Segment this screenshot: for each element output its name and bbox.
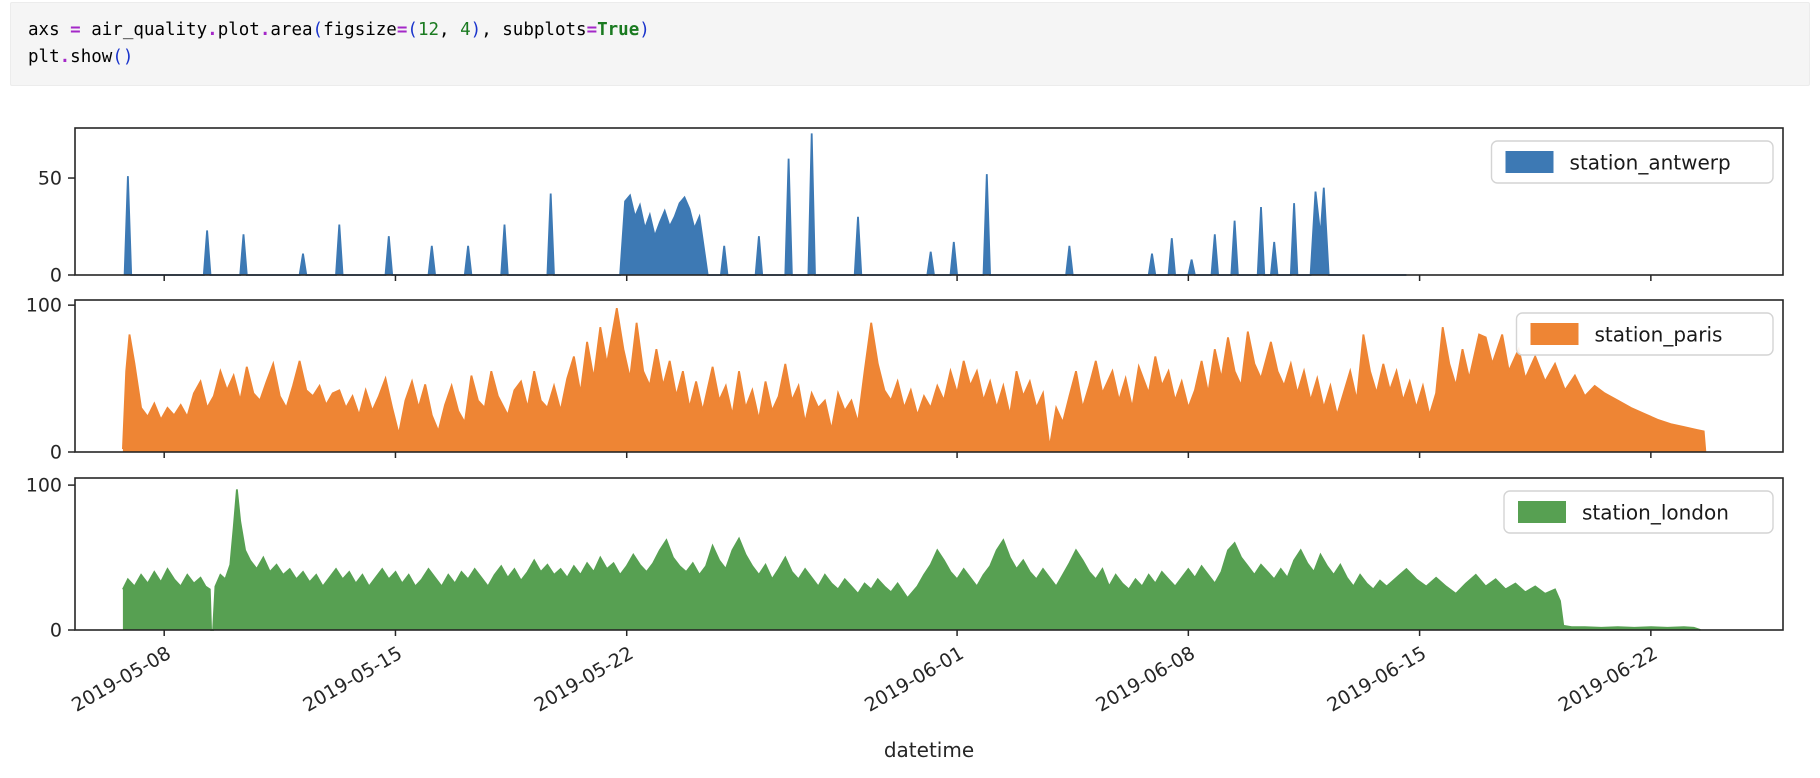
subplot-station_antwerp: 0 50 station_antwerp xyxy=(38,127,1784,287)
code-token: axs xyxy=(28,20,71,40)
legend-label: station_antwerp xyxy=(1570,151,1731,175)
legend-swatch xyxy=(1518,501,1566,523)
y-tick-label: 100 xyxy=(26,295,62,317)
code-token: = xyxy=(586,20,598,40)
code-token: show xyxy=(70,47,113,67)
code-token: ( xyxy=(407,20,418,40)
x-tick-label: 2019-06-01 xyxy=(861,642,968,716)
code-token: ) xyxy=(122,47,134,67)
code-token: air_quality xyxy=(80,20,208,40)
axes-spines xyxy=(74,299,1784,453)
code-token: 4 xyxy=(460,20,471,40)
code-token: plt xyxy=(28,47,60,67)
area-station_paris xyxy=(122,308,1706,452)
code-token: = xyxy=(70,20,81,40)
area-station_antwerp xyxy=(124,133,1407,275)
area-edge-station_london xyxy=(122,489,1701,631)
figure-output: 0 50 station_antwerp 0 100 station_paris 0 100 s… xyxy=(0,95,1820,774)
x-tick-label: 2019-06-22 xyxy=(1555,642,1662,716)
legend-box xyxy=(1515,312,1774,356)
code-token: , subplots xyxy=(481,20,587,40)
code-token: ) xyxy=(639,20,650,40)
code-token: area xyxy=(270,20,313,40)
x-tick-label: 2019-06-15 xyxy=(1323,642,1430,716)
legend-swatch xyxy=(1530,323,1579,345)
x-tick-label: 2019-05-22 xyxy=(531,642,638,716)
legend-label: station_paris xyxy=(1595,323,1723,347)
x-tick-label: 2019-05-15 xyxy=(299,642,406,716)
y-tick-label: 100 xyxy=(26,475,62,497)
legend-label: station_london xyxy=(1582,501,1729,525)
code-token: ( xyxy=(312,20,324,40)
area-subplots-chart: 0 50 station_antwerp 0 100 station_paris 0 100 s… xyxy=(26,127,1784,762)
code-token: . xyxy=(59,47,71,67)
code-token: plot xyxy=(217,20,260,40)
axes-spines xyxy=(74,477,1784,631)
code-token: = xyxy=(396,20,408,40)
legend-station_london: station_london xyxy=(1503,490,1774,534)
code-token: . xyxy=(207,20,218,40)
y-tick-label: 0 xyxy=(50,265,62,287)
x-tick-label: 2019-05-08 xyxy=(68,642,175,716)
y-tick-label: 0 xyxy=(50,620,62,642)
code-token: 12 xyxy=(417,20,440,40)
y-tick-label: 50 xyxy=(38,168,62,190)
legend-box xyxy=(1490,140,1774,184)
legend-swatch xyxy=(1505,151,1554,173)
code-token: ( xyxy=(112,47,123,67)
y-tick-label: 0 xyxy=(50,442,62,464)
axes-spines xyxy=(74,127,1784,276)
code-token: . xyxy=(259,20,271,40)
area-edge-station_paris xyxy=(122,307,1707,453)
code-token: figsize xyxy=(323,20,397,40)
legend-box xyxy=(1503,490,1774,534)
legend-station_paris: station_paris xyxy=(1515,312,1774,356)
subplot-station_paris: 0 100 station_paris xyxy=(26,295,1784,464)
code-text: axs = air_quality.plot.area(figsize=(12,… xyxy=(28,17,1809,71)
code-token: , xyxy=(439,20,461,40)
subplot-station_london: 0 100 station_london xyxy=(26,475,1784,642)
legend-station_antwerp: station_antwerp xyxy=(1490,140,1774,184)
x-tick-label: 2019-06-08 xyxy=(1092,642,1199,716)
code-cell[interactable]: axs = air_quality.plot.area(figsize=(12,… xyxy=(10,2,1810,86)
area-station_london xyxy=(122,489,1701,630)
code-token: ) xyxy=(470,20,482,40)
x-axis-label: datetime xyxy=(884,738,974,762)
code-token: True xyxy=(597,20,640,40)
